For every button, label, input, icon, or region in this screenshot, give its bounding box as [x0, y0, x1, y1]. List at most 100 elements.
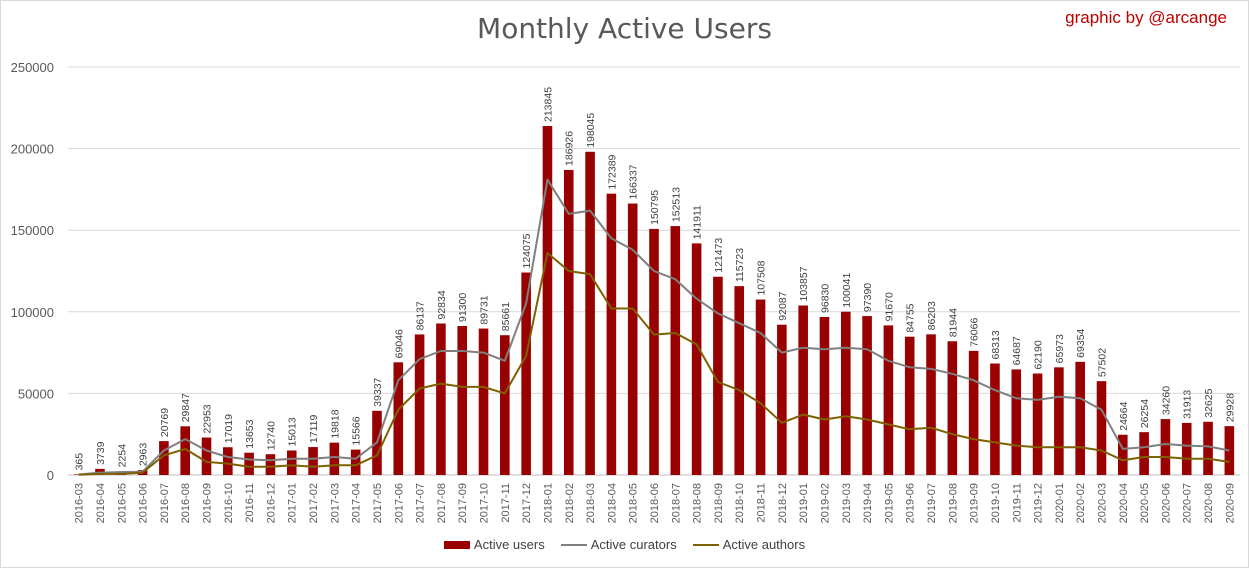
bar	[798, 305, 808, 475]
bar-data-label: 86203	[926, 301, 938, 330]
bar	[1054, 367, 1064, 475]
x-tick-label: 2020-05	[1139, 483, 1151, 523]
x-tick-label: 2018-03	[585, 483, 597, 523]
bar	[862, 316, 872, 475]
bar-data-label: 92834	[436, 290, 448, 319]
bar-data-label: 91300	[457, 293, 469, 322]
bar	[904, 336, 915, 475]
bar-data-label: 20769	[159, 408, 171, 437]
bar-data-label: 186926	[564, 131, 576, 166]
bar	[350, 449, 361, 475]
x-tick-label: 2017-03	[329, 483, 341, 523]
bar-data-labels: 365 3739 2254 2963 20769 29847 22953 17019 13653…	[74, 87, 1237, 471]
bar	[201, 437, 212, 475]
bar	[500, 335, 510, 475]
bar	[1181, 422, 1192, 475]
bar-data-label: 84755	[905, 303, 917, 332]
bar	[1011, 369, 1022, 475]
bar	[691, 243, 702, 475]
bar-data-label: 31913	[1182, 390, 1194, 419]
x-tick-label: 2020-06	[1160, 483, 1172, 523]
bar	[819, 316, 830, 475]
x-tick-label: 2020-02	[1075, 483, 1087, 523]
bar	[1096, 381, 1107, 475]
bar-data-label: 62190	[1033, 340, 1045, 369]
bar-data-label: 121473	[713, 238, 725, 273]
bar	[1224, 426, 1235, 475]
legend-swatch-active-curators	[560, 543, 587, 546]
x-tick-label: 2016-06	[138, 483, 150, 523]
bar	[670, 226, 681, 475]
x-tick-label: 2020-03	[1096, 483, 1108, 523]
legend-label-active-authors: Active authors	[722, 537, 806, 552]
y-tick-label: 0	[47, 468, 54, 483]
x-tick-label: 2018-07	[670, 483, 682, 523]
bar-data-label: 3739	[95, 441, 107, 465]
x-tick-label: 2016-03	[74, 483, 86, 523]
legend-swatch-active-authors	[692, 543, 719, 546]
bar-data-label: 19818	[329, 409, 341, 438]
bar-data-label: 97390	[862, 283, 874, 312]
x-tick-label: 2020-04	[1118, 483, 1130, 523]
bar	[393, 362, 404, 475]
x-tick-label: 2016-12	[265, 483, 277, 523]
bar	[990, 363, 1000, 475]
bar-data-label: 17119	[308, 414, 320, 443]
credit-label: graphic by @arcange	[1065, 8, 1227, 27]
x-tick-label: 2017-10	[479, 483, 491, 523]
bar-data-label: 124075	[521, 233, 533, 268]
series-line-active-curators	[78, 178, 1230, 476]
bar	[968, 350, 979, 475]
x-tick-label: 2016-07	[159, 483, 171, 523]
bar-data-label: 39337	[372, 377, 384, 406]
bar-data-label: 91670	[883, 292, 895, 321]
x-tick-label: 2019-08	[947, 483, 959, 523]
x-axis-ticks: 2016-03 2016-04 2016-05 2016-06 2016-07 2016-…	[74, 483, 1237, 523]
x-tick-label: 2017-12	[521, 483, 533, 523]
x-tick-label: 2017-05	[372, 483, 384, 523]
bar-data-label: 22953	[202, 404, 214, 433]
bar-data-label: 172389	[606, 154, 618, 189]
legend: Active users Active curators Active auth…	[0, 537, 1249, 552]
bar-data-label: 100041	[841, 273, 853, 308]
bar	[436, 323, 446, 475]
legend-label-active-curators: Active curators	[590, 537, 677, 552]
x-tick-label: 2020-01	[1054, 483, 1066, 523]
bar	[329, 442, 340, 475]
x-tick-label: 2018-04	[606, 483, 618, 523]
x-tick-label: 2018-08	[692, 483, 704, 523]
bar-data-label: 24664	[1118, 401, 1130, 430]
x-tick-label: 2018-05	[628, 483, 640, 523]
x-tick-label: 2019-07	[926, 483, 938, 523]
bar	[478, 328, 489, 475]
bar-data-label: 32625	[1203, 388, 1215, 417]
bar	[73, 474, 84, 475]
x-tick-label: 2017-08	[436, 483, 448, 523]
x-tick-label: 2017-02	[308, 483, 320, 523]
bar-data-label: 150795	[649, 190, 661, 225]
bar	[734, 286, 745, 475]
x-tick-label: 2017-06	[393, 483, 405, 523]
y-tick-label: 100000	[11, 305, 54, 320]
x-tick-label: 2017-07	[415, 483, 427, 523]
x-tick-label: 2019-12	[1033, 483, 1045, 523]
bar	[755, 299, 766, 475]
bar	[414, 334, 425, 475]
bar	[542, 126, 553, 476]
x-tick-label: 2017-04	[351, 483, 363, 523]
legend-label-active-users: Active users	[473, 537, 545, 552]
x-tick-label: 2019-05	[883, 483, 895, 523]
x-tick-label: 2019-10	[990, 483, 1002, 523]
chart-title: Monthly Active Users	[477, 12, 772, 45]
legend-item-active-authors: Active authors	[692, 537, 806, 552]
x-tick-label: 2019-11	[1011, 483, 1023, 523]
x-tick-label: 2020-08	[1203, 483, 1215, 523]
bar	[265, 454, 276, 475]
bar	[585, 151, 595, 475]
bar	[180, 426, 190, 475]
x-tick-label: 2017-01	[287, 483, 299, 523]
bar-data-label: 29928	[1224, 393, 1236, 422]
bar-data-label: 2254	[116, 444, 128, 468]
bar-data-label: 12740	[265, 421, 277, 450]
